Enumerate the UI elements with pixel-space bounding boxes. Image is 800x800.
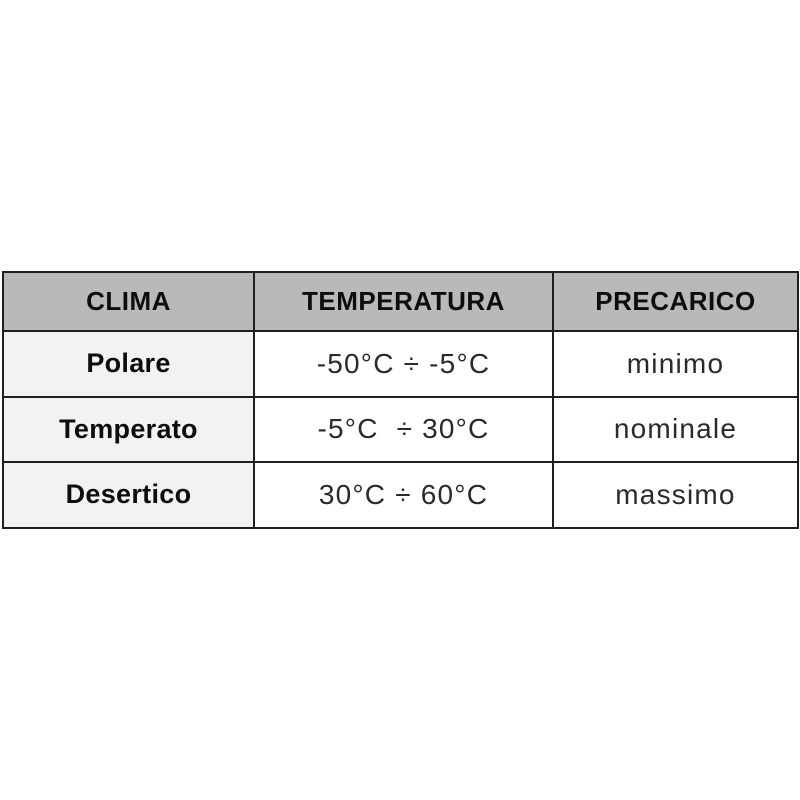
table-row: Polare -50°C ÷ -5°C minimo: [2, 330, 799, 398]
clima-cell: Temperato: [2, 395, 255, 464]
table-row: Temperato -5°C ÷ 30°C nominale: [2, 395, 799, 464]
temperatura-cell: -5°C ÷ 30°C: [253, 395, 554, 464]
clima-cell: Polare: [2, 330, 255, 398]
header-cell-clima: CLIMA: [2, 271, 255, 332]
precarico-cell: nominale: [552, 395, 799, 464]
header-cell-precarico: PRECARICO: [552, 271, 799, 332]
header-cell-temperatura: TEMPERATURA: [253, 271, 554, 332]
precarico-cell: minimo: [552, 330, 799, 398]
clima-precarico-table: CLIMA TEMPERATURA PRECARICO Polare -50°C…: [2, 271, 799, 529]
precarico-cell: massimo: [552, 461, 799, 529]
clima-cell: Desertico: [2, 461, 255, 529]
table-row: Desertico 30°C ÷ 60°C massimo: [2, 461, 799, 529]
table-header-row: CLIMA TEMPERATURA PRECARICO: [2, 271, 799, 332]
temperatura-cell: 30°C ÷ 60°C: [253, 461, 554, 529]
temperatura-cell: -50°C ÷ -5°C: [253, 330, 554, 398]
